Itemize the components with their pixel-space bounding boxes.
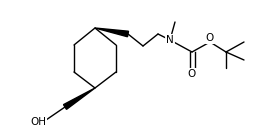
Text: O: O (188, 69, 196, 79)
Text: N: N (166, 35, 174, 45)
Polygon shape (95, 28, 128, 37)
Polygon shape (63, 88, 95, 109)
Text: O: O (206, 33, 214, 43)
Text: OH: OH (30, 117, 46, 127)
